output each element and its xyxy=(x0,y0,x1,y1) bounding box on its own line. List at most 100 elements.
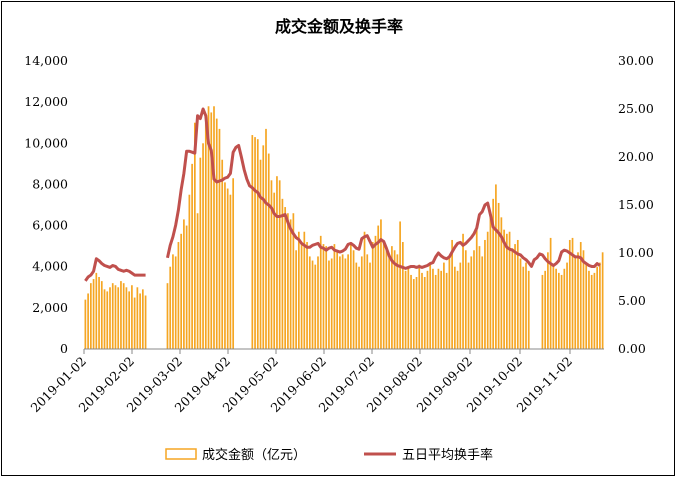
bar xyxy=(579,242,582,349)
bar xyxy=(224,182,226,349)
bar xyxy=(289,219,292,349)
bar xyxy=(128,291,131,349)
bar xyxy=(486,231,489,349)
bar xyxy=(396,254,399,349)
bar xyxy=(388,254,391,349)
bar xyxy=(374,235,377,349)
bar xyxy=(451,239,453,349)
bar xyxy=(393,250,396,349)
bar xyxy=(355,262,358,349)
bar xyxy=(336,252,339,349)
right-tick-label: 30.00 xyxy=(618,53,654,68)
bar xyxy=(111,283,114,349)
bar xyxy=(380,219,382,349)
bar xyxy=(339,256,341,349)
bar xyxy=(527,270,530,349)
bar xyxy=(377,225,380,349)
bar xyxy=(273,192,276,349)
bar xyxy=(399,221,401,349)
bar xyxy=(89,283,92,349)
bar xyxy=(571,237,574,349)
bar xyxy=(566,262,568,349)
bar xyxy=(434,274,437,349)
bar xyxy=(92,279,95,349)
bar xyxy=(423,277,426,349)
bar xyxy=(278,180,281,349)
bar xyxy=(563,268,566,349)
bar xyxy=(259,159,262,349)
legend-bar-label: 成交金额（亿元） xyxy=(202,447,306,463)
bar xyxy=(596,266,599,349)
bar xyxy=(141,289,144,349)
bar xyxy=(437,268,440,349)
bar xyxy=(549,237,552,349)
bar xyxy=(492,198,495,349)
bar xyxy=(330,258,333,349)
bar xyxy=(311,260,314,349)
bar xyxy=(522,266,525,349)
bar xyxy=(215,118,218,349)
bar xyxy=(505,233,508,349)
bar xyxy=(196,213,199,349)
bar xyxy=(114,285,117,349)
bar xyxy=(254,137,256,349)
bar xyxy=(144,295,147,349)
bar xyxy=(352,250,355,349)
bar xyxy=(404,270,407,349)
bar xyxy=(106,291,109,349)
bar xyxy=(557,272,560,349)
bar xyxy=(459,262,462,349)
bar xyxy=(497,202,500,349)
bar xyxy=(317,256,319,349)
bar xyxy=(347,254,349,349)
bar xyxy=(462,233,464,349)
line-series xyxy=(84,107,601,282)
bar xyxy=(297,231,300,349)
legend-line-label: 五日平均换手率 xyxy=(402,447,493,463)
bar xyxy=(131,285,133,349)
bar xyxy=(371,242,374,349)
bar xyxy=(440,270,443,349)
chart-title: 成交金额及换手率 xyxy=(275,17,403,36)
bar xyxy=(207,106,210,349)
bar xyxy=(349,242,352,349)
bar xyxy=(453,266,456,349)
bar xyxy=(295,250,297,349)
bar xyxy=(174,256,177,349)
bar xyxy=(448,256,451,349)
bar xyxy=(319,235,322,349)
bar xyxy=(125,287,128,349)
bar xyxy=(516,239,519,349)
bar xyxy=(120,281,122,349)
bar xyxy=(407,266,410,349)
bar xyxy=(281,198,284,349)
bar xyxy=(333,244,336,349)
bar xyxy=(588,270,590,349)
right-tick-label: 20.00 xyxy=(618,149,654,164)
bar xyxy=(412,279,415,349)
bar xyxy=(503,229,505,349)
bar xyxy=(432,268,434,349)
bar xyxy=(456,270,459,349)
bar xyxy=(470,256,473,349)
bar xyxy=(360,256,363,349)
bar xyxy=(229,194,232,349)
bar xyxy=(328,260,330,349)
bar xyxy=(213,106,215,349)
bar xyxy=(481,256,484,349)
bar xyxy=(555,268,557,349)
bar xyxy=(117,287,120,349)
bar xyxy=(136,287,139,349)
left-tick-label: 0 xyxy=(60,341,68,356)
bar xyxy=(185,225,188,349)
bar-series xyxy=(84,106,604,350)
bar xyxy=(344,258,347,349)
bar xyxy=(122,283,125,349)
bar xyxy=(410,274,412,349)
left-tick-label: 12,000 xyxy=(24,94,68,109)
bar xyxy=(415,277,418,349)
bar xyxy=(544,270,547,349)
bar xyxy=(464,250,467,349)
bar xyxy=(100,281,103,349)
